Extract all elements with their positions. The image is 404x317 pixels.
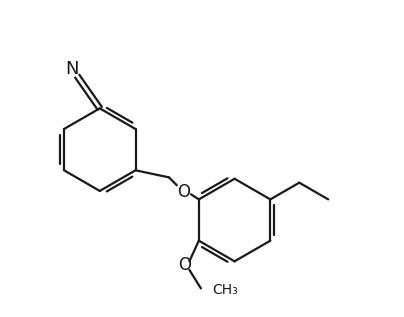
Text: O: O (178, 256, 191, 274)
Text: O: O (177, 183, 190, 201)
Text: N: N (65, 60, 79, 78)
Text: CH₃: CH₃ (212, 282, 238, 297)
